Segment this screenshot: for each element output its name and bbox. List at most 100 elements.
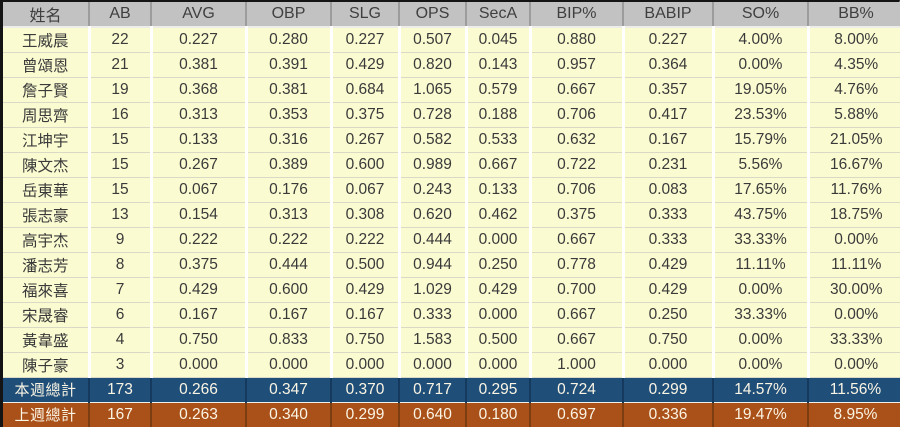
total-stat-cell-so-pct: 19.47%	[713, 402, 809, 427]
stat-cell-obp: 0.444	[246, 252, 333, 278]
stat-cell-bb-pct: 18.75%	[808, 202, 900, 228]
total-stat-cell-bip-pct: 0.697	[530, 402, 624, 427]
stat-cell-seca: 0.250	[466, 252, 532, 278]
total-stat-cell-bb-pct: 11.56%	[808, 377, 900, 403]
stat-cell-slg: 0.308	[331, 202, 401, 228]
stat-cell-ab: 7	[89, 277, 153, 303]
stat-cell-ops: 0.444	[399, 227, 468, 253]
total-stat-cell-ops: 0.640	[399, 402, 467, 427]
stat-cell-babip: 0.429	[623, 277, 715, 303]
stat-cell-obp: 0.167	[246, 302, 333, 328]
stat-cell-bb-pct: 4.35%	[808, 52, 900, 78]
stat-cell-so-pct: 0.00%	[713, 52, 810, 78]
player-name-cell: 福來喜	[3, 277, 91, 303]
stat-cell-ab: 22	[89, 27, 153, 53]
stat-cell-obp: 0.313	[246, 202, 333, 228]
stat-cell-bip-pct: 0.706	[530, 102, 625, 128]
player-name-cell: 岳東華	[3, 177, 91, 203]
stat-cell-bip-pct: 1.000	[530, 352, 625, 378]
player-rows: 王威晨 22 0.227 0.280 0.227 0.507 0.045 0.880 0.227…	[3, 27, 900, 378]
stat-cell-bip-pct: 0.667	[530, 77, 625, 103]
stat-cell-seca: 0.000	[466, 352, 532, 378]
stat-cell-bb-pct: 16.67%	[808, 152, 900, 178]
stat-cell-ops: 0.728	[399, 102, 468, 128]
stat-cell-obp: 0.176	[246, 177, 333, 203]
total-stat-cell-slg: 0.299	[331, 402, 400, 427]
table-row: 福來喜 7 0.429 0.600 0.429 1.029 0.429 0.700 0.429 0…	[3, 277, 900, 303]
stat-cell-ops: 0.333	[399, 302, 468, 328]
stat-cell-bip-pct: 0.375	[530, 202, 625, 228]
player-name-cell: 周思齊	[3, 102, 91, 128]
stat-cell-obp: 0.280	[246, 27, 333, 53]
stat-cell-babip: 0.750	[623, 327, 715, 353]
stat-cell-ops: 1.583	[399, 327, 468, 353]
stat-cell-bip-pct: 0.880	[530, 27, 625, 53]
stat-cell-slg: 0.429	[331, 277, 401, 303]
player-name-cell: 陳子豪	[3, 352, 91, 378]
stat-cell-seca: 0.133	[466, 177, 532, 203]
stat-cell-slg: 0.222	[331, 227, 401, 253]
column-header-babip: BABIP	[623, 2, 714, 28]
stat-cell-obp: 0.316	[246, 127, 333, 153]
player-name-cell: 江坤宇	[3, 127, 91, 153]
stat-cell-ops: 0.820	[399, 52, 468, 78]
column-header-ops: OPS	[399, 2, 467, 28]
stat-cell-obp: 0.600	[246, 277, 333, 303]
stat-cell-babip: 0.231	[623, 152, 715, 178]
total-row-label: 本週總計	[3, 377, 90, 403]
stat-cell-so-pct: 33.33%	[713, 227, 810, 253]
stat-cell-obp: 0.833	[246, 327, 333, 353]
table-row: 曾頌恩 21 0.381 0.391 0.429 0.820 0.143 0.957 0.364…	[3, 52, 900, 78]
total-row-this-week: 本週總計 173 0.266 0.347 0.370 0.717 0.295 0.724 0.2…	[3, 377, 900, 403]
table-row: 陳子豪 3 0.000 0.000 0.000 0.000 0.000 1.000 0.000 0…	[3, 352, 900, 378]
batting-stats-table: 姓名 AB AVG OBP SLG OPS SecA BIP% BABIP SO% BB% 王威晨 2…	[3, 2, 900, 427]
stat-cell-ab: 3	[89, 352, 153, 378]
stat-cell-seca: 0.533	[466, 127, 532, 153]
stat-cell-avg: 0.750	[151, 327, 248, 353]
column-header-name: 姓名	[3, 2, 90, 28]
total-stat-cell-obp: 0.347	[246, 377, 332, 403]
stat-cell-babip: 0.417	[623, 102, 715, 128]
stat-cell-slg: 0.429	[331, 52, 401, 78]
stat-cell-babip: 0.083	[623, 177, 715, 203]
total-stat-cell-so-pct: 14.57%	[713, 377, 809, 403]
player-name-cell: 黃韋盛	[3, 327, 91, 353]
stat-cell-slg: 0.750	[331, 327, 401, 353]
table-row: 周思齊 16 0.313 0.353 0.375 0.728 0.188 0.706 0.417…	[3, 102, 900, 128]
stat-cell-obp: 0.000	[246, 352, 333, 378]
stat-cell-bip-pct: 0.957	[530, 52, 625, 78]
stat-cell-bb-pct: 8.00%	[808, 27, 900, 53]
stat-cell-bb-pct: 0.00%	[808, 352, 900, 378]
total-stat-cell-bb-pct: 8.95%	[808, 402, 900, 427]
stat-cell-bb-pct: 5.88%	[808, 102, 900, 128]
stat-cell-bb-pct: 4.76%	[808, 77, 900, 103]
stat-cell-seca: 0.188	[466, 102, 532, 128]
stat-cell-seca: 0.462	[466, 202, 532, 228]
stat-cell-bb-pct: 0.00%	[808, 227, 900, 253]
total-stat-cell-seca: 0.295	[466, 377, 531, 403]
stat-cell-so-pct: 0.00%	[713, 277, 810, 303]
column-header-slg: SLG	[331, 2, 400, 28]
stat-cell-ops: 0.944	[399, 252, 468, 278]
total-stat-cell-seca: 0.180	[466, 402, 531, 427]
stat-cell-seca: 0.667	[466, 152, 532, 178]
stat-cell-babip: 0.333	[623, 202, 715, 228]
stat-cell-slg: 0.600	[331, 152, 401, 178]
table-row: 王威晨 22 0.227 0.280 0.227 0.507 0.045 0.880 0.227…	[3, 27, 900, 53]
stat-cell-ops: 0.620	[399, 202, 468, 228]
stat-cell-so-pct: 0.00%	[713, 327, 810, 353]
stat-cell-slg: 0.000	[331, 352, 401, 378]
stat-cell-slg: 0.167	[331, 302, 401, 328]
table-row: 江坤宇 15 0.133 0.316 0.267 0.582 0.533 0.632 0.167…	[3, 127, 900, 153]
stat-cell-slg: 0.375	[331, 102, 401, 128]
stat-cell-bb-pct: 33.33%	[808, 327, 900, 353]
stat-cell-slg: 0.067	[331, 177, 401, 203]
stat-cell-babip: 0.429	[623, 252, 715, 278]
stat-cell-ab: 15	[89, 127, 153, 153]
stat-cell-ops: 0.582	[399, 127, 468, 153]
stat-cell-avg: 0.167	[151, 302, 248, 328]
player-name-cell: 陳文杰	[3, 152, 91, 178]
stat-cell-bip-pct: 0.667	[530, 302, 625, 328]
stat-cell-ab: 4	[89, 327, 153, 353]
total-stat-cell-ab: 167	[89, 402, 152, 427]
